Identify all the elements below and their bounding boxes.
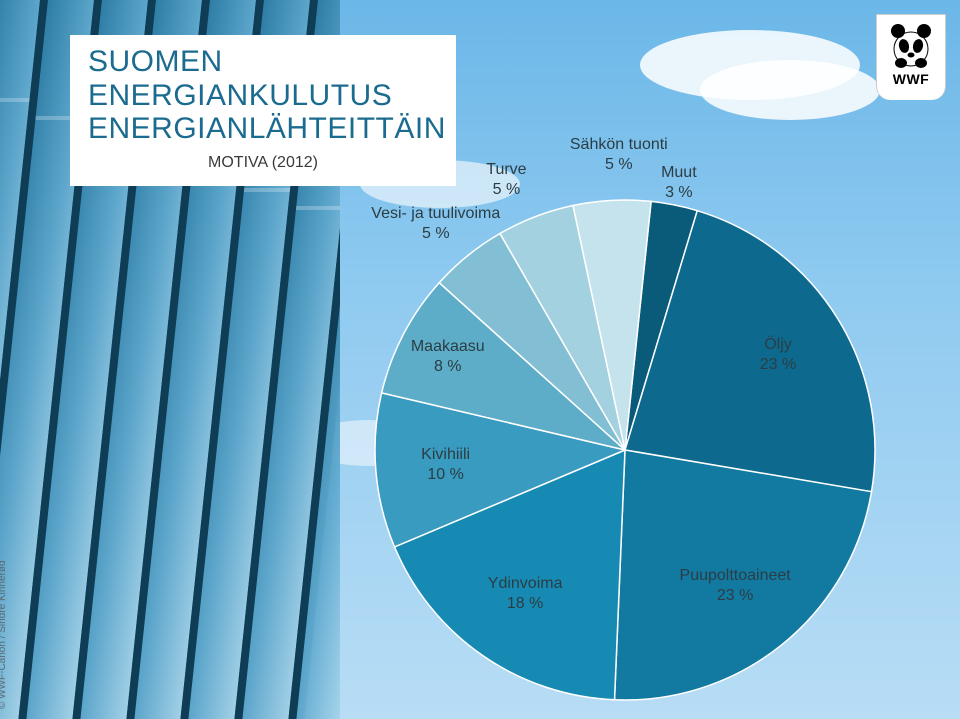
slide-stage: SUOMEN ENERGIANKULUTUS ENERGIANLÄHTEITTÄ… [0, 0, 960, 719]
pie-label-ydinvoima: Ydinvoima18 % [488, 574, 563, 614]
pie-label-turve: Turve5 % [486, 160, 526, 200]
pie-label-s-hk-n-tuonti: Sähkön tuonti5 % [570, 135, 668, 175]
title-subtitle: MOTIVA (2012) [88, 154, 438, 172]
pie-label-vesi-ja-tuulivoima: Vesi- ja tuulivoima5 % [371, 204, 500, 244]
title-main: SUOMEN ENERGIANKULUTUS ENERGIANLÄHTEITTÄ… [88, 45, 438, 146]
wwf-logo-text: WWF [893, 71, 929, 87]
title-line2: ENERGIANKULUTUS [88, 79, 392, 112]
pie-label-kivihiili: Kivihiili10 % [421, 445, 470, 485]
energy-pie-chart: Muut3 %Öljy23 %Puupolttoaineet23 %Ydinvo… [360, 185, 900, 705]
wwf-logo: WWF [876, 14, 946, 100]
panda-icon [886, 21, 936, 69]
title-block: SUOMEN ENERGIANKULUTUS ENERGIANLÄHTEITTÄ… [70, 35, 456, 186]
pie-label-maakaasu: Maakaasu8 % [411, 337, 485, 377]
image-credit: © WWF-Canon / Sindre Kinnerød [0, 560, 8, 709]
pie-label-puupolttoaineet: Puupolttoaineet23 % [680, 566, 791, 606]
title-line1: SUOMEN [88, 45, 223, 78]
pie-label--ljy: Öljy23 % [760, 335, 796, 375]
title-line3: ENERGIANLÄHTEITTÄIN [88, 112, 446, 145]
cloud-decoration [700, 60, 880, 120]
